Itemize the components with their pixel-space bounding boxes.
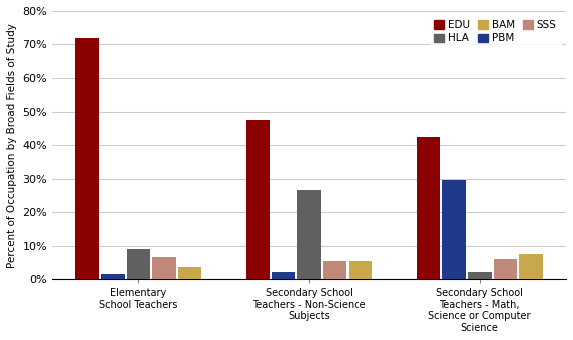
Bar: [323, 261, 347, 279]
Bar: [468, 272, 492, 279]
Bar: [127, 249, 150, 279]
Bar: [272, 272, 295, 279]
Bar: [442, 180, 466, 279]
Bar: [76, 38, 99, 279]
Bar: [519, 254, 543, 279]
Bar: [152, 257, 176, 279]
Bar: [246, 120, 270, 279]
Bar: [348, 261, 372, 279]
Y-axis label: Percent of Occupation by Broad Fields of Study: Percent of Occupation by Broad Fields of…: [7, 23, 17, 268]
Bar: [417, 137, 440, 279]
Bar: [178, 267, 201, 279]
Bar: [101, 274, 124, 279]
Bar: [493, 259, 517, 279]
Bar: [297, 190, 321, 279]
Legend: EDU, HLA, BAM, PBM, SSS: EDU, HLA, BAM, PBM, SSS: [430, 16, 561, 48]
